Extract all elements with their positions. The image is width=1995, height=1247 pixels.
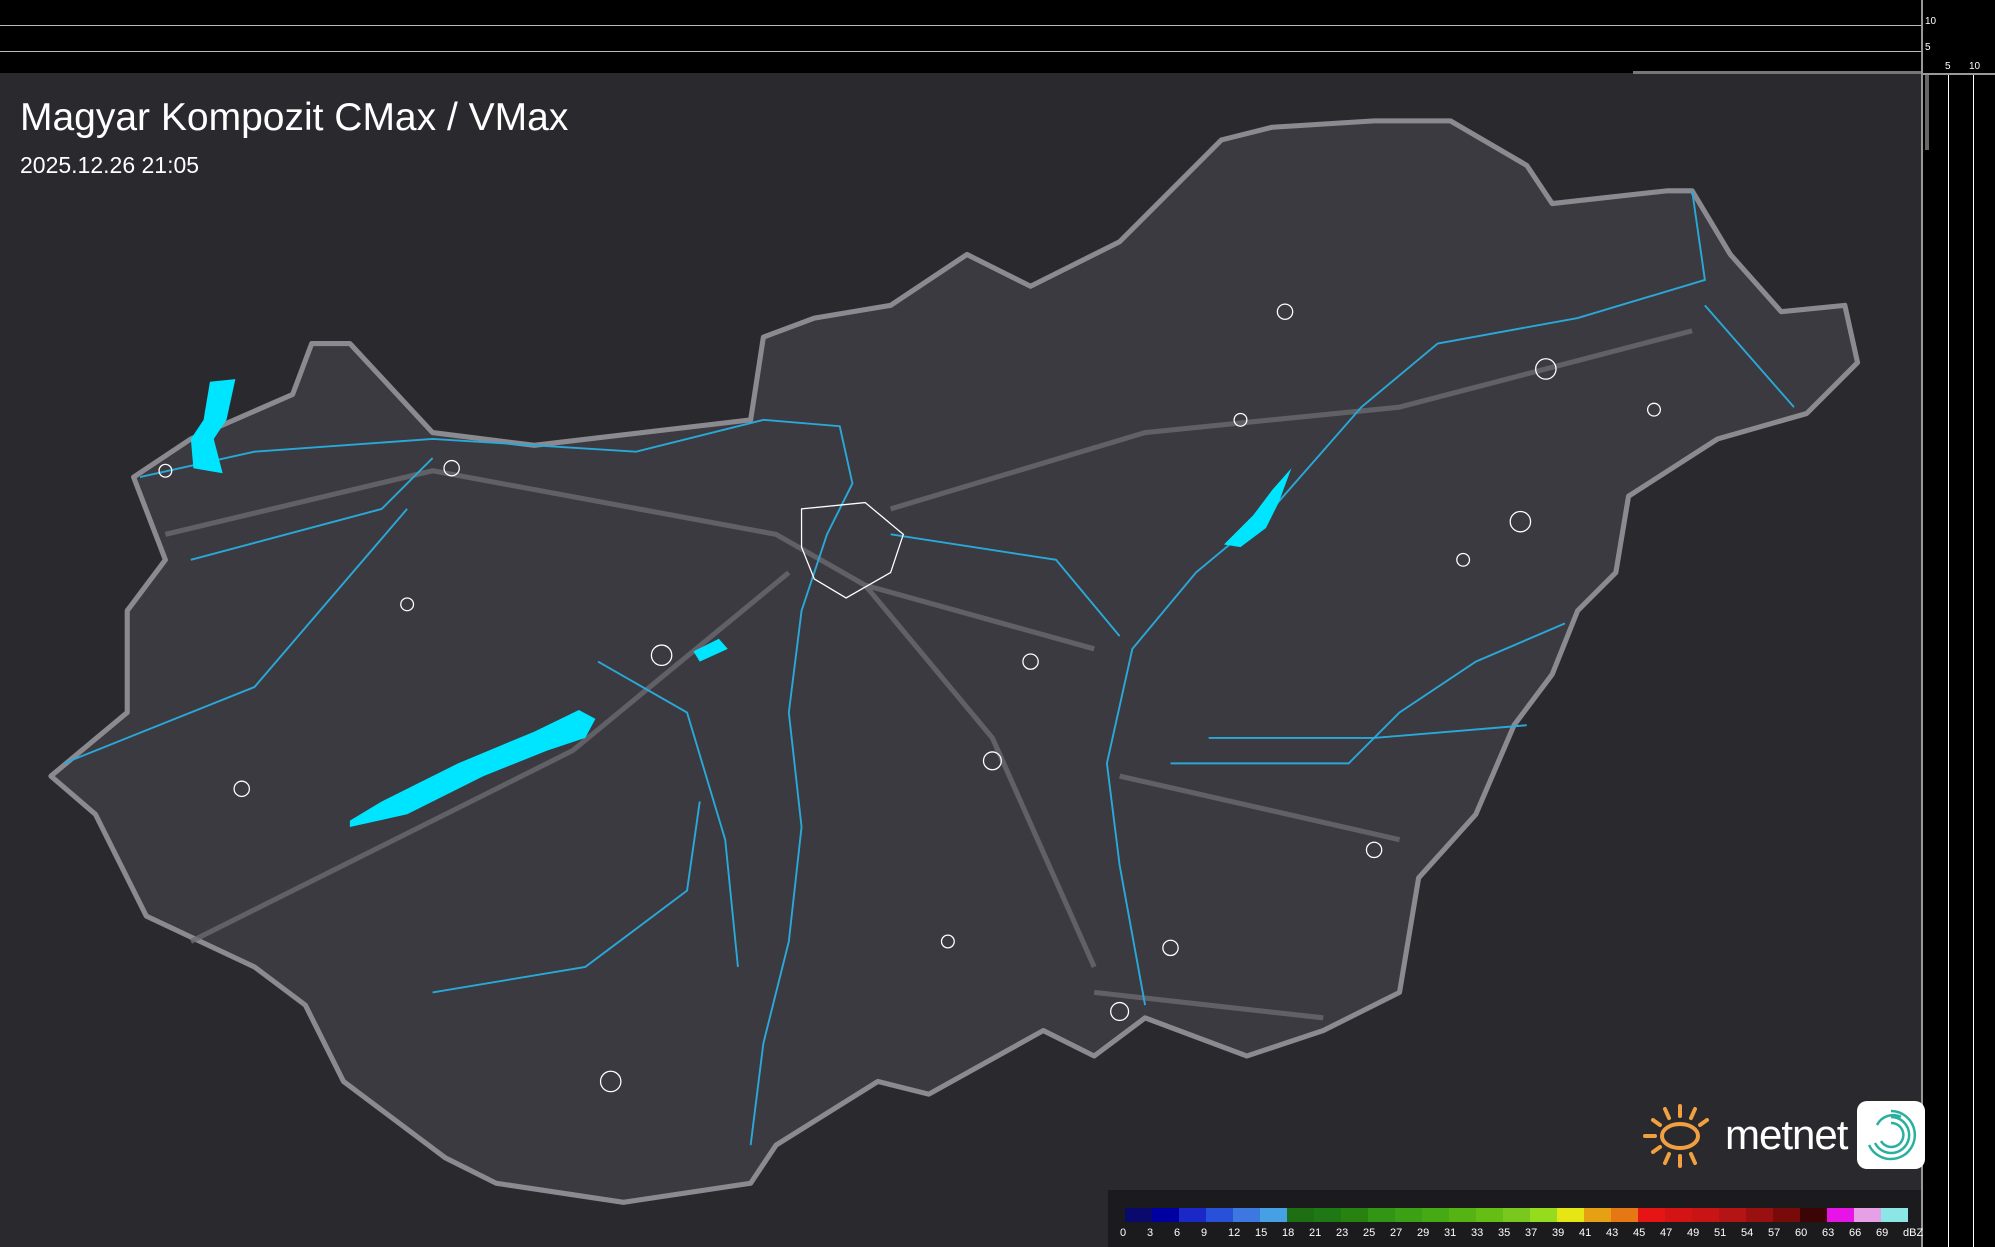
towns: [158, 303, 1661, 1093]
roads: [164, 328, 1693, 1021]
legend-label: 39: [1552, 1227, 1565, 1239]
legend-labels: 0 3 6 9 12 15 18 21 23 25 27 29 31 33 35 37 39 41 43 45 47 49…: [1120, 1227, 1923, 1239]
dbz-color-legend: 0 3 6 9 12 15 18 21 23 25 27 29 31 33 35 37 39 41 43 45 47 49…: [1108, 1190, 1923, 1247]
legend-label: 57: [1768, 1227, 1781, 1239]
legend-swatch: [1692, 1208, 1719, 1222]
scale-label: 10: [1969, 61, 1981, 72]
legend-swatch: [1422, 1208, 1449, 1222]
legend-swatch: [1233, 1208, 1260, 1222]
legend-swatch: [1638, 1208, 1665, 1222]
legend-swatch: [1368, 1208, 1395, 1222]
map-timestamp: 2025.12.26 21:05: [20, 152, 200, 178]
legend-label: 60: [1795, 1227, 1808, 1239]
legend-label: 0: [1120, 1227, 1127, 1239]
legend-label: 45: [1633, 1227, 1646, 1239]
danube-river: [139, 418, 854, 1146]
legend-swatch: [1530, 1208, 1557, 1222]
legend-swatch: [1827, 1208, 1854, 1222]
legend-label: 37: [1525, 1227, 1538, 1239]
scale-label: 10: [1925, 16, 1937, 27]
legend-swatch: [1611, 1208, 1638, 1222]
legend-swatch: [1746, 1208, 1773, 1222]
scale-line: [1948, 75, 1949, 1247]
legend-label: 25: [1363, 1227, 1376, 1239]
scale-line-base: [1633, 71, 1921, 74]
legend-swatch: [1206, 1208, 1233, 1222]
logo-text: metnet: [1725, 1111, 1848, 1158]
legend-label: 51: [1714, 1227, 1727, 1239]
legend-unit: dBZ: [1903, 1227, 1924, 1239]
legend-swatch: [1719, 1208, 1746, 1222]
legend-swatch: [1314, 1208, 1341, 1222]
scale-line-10: [0, 25, 1921, 26]
lake-velence: [693, 638, 728, 662]
legend-label: 23: [1336, 1227, 1349, 1239]
legend-label: 49: [1687, 1227, 1700, 1239]
map-title: Magyar Kompozit CMax / VMax: [20, 96, 569, 139]
right-scale-bar: 10 5 5 10: [1921, 0, 1995, 1247]
legend-label: 66: [1849, 1227, 1862, 1239]
lake-balaton: [349, 709, 596, 827]
scale-line: [1973, 75, 1974, 1247]
legend-label: 31: [1444, 1227, 1457, 1239]
legend-swatch: [1584, 1208, 1611, 1222]
legend-label: 54: [1741, 1227, 1754, 1239]
scale-label: 5: [1945, 61, 1951, 72]
legend-label: 35: [1498, 1227, 1511, 1239]
scale-line: [1923, 73, 1995, 75]
legend-swatch: [1260, 1208, 1287, 1222]
lake-neusiedl: [190, 379, 236, 474]
legend-label: 43: [1606, 1227, 1619, 1239]
legend-swatch: [1854, 1208, 1881, 1222]
scale-line: [1925, 75, 1929, 150]
legend-swatch: [1773, 1208, 1800, 1222]
legend-label: 21: [1309, 1227, 1322, 1239]
legend-label: 27: [1390, 1227, 1403, 1239]
legend-label: 41: [1579, 1227, 1592, 1239]
top-scale-bar: [0, 0, 1995, 74]
scale-line-5: [0, 51, 1921, 52]
budapest-outline: [800, 501, 905, 599]
legend-swatch: [1503, 1208, 1530, 1222]
legend-label: 9: [1201, 1227, 1208, 1239]
legend-label: 18: [1282, 1227, 1295, 1239]
legend-swatch: [1476, 1208, 1503, 1222]
legend-swatch: [1152, 1208, 1179, 1222]
metnet-logo: metnet: [1635, 1100, 1926, 1170]
legend-swatch: [1557, 1208, 1584, 1222]
lakes: [190, 379, 1292, 827]
lake-tisza: [1223, 468, 1292, 548]
legend-swatch: [1125, 1208, 1152, 1222]
legend-swatch: [1665, 1208, 1692, 1222]
legend-swatch: [1287, 1208, 1314, 1222]
hungary-map: [48, 118, 1861, 1205]
legend-swatch: [1449, 1208, 1476, 1222]
legend-swatch: [1800, 1208, 1827, 1222]
legend-label: 3: [1147, 1227, 1154, 1239]
legend-label: 69: [1876, 1227, 1889, 1239]
scale-label: 5: [1925, 42, 1931, 53]
country-outline: [48, 118, 1861, 1205]
legend-label: 12: [1228, 1227, 1241, 1239]
legend-label: 15: [1255, 1227, 1268, 1239]
sun-icon: [1643, 1104, 1709, 1168]
legend-swatches: [1125, 1208, 1908, 1222]
legend-label: 63: [1822, 1227, 1835, 1239]
legend-swatch: [1341, 1208, 1368, 1222]
legend-label: 33: [1471, 1227, 1484, 1239]
legend-swatch: [1881, 1208, 1908, 1222]
swirl-icon: [1857, 1101, 1926, 1169]
legend-label: 47: [1660, 1227, 1673, 1239]
legend-swatch: [1179, 1208, 1206, 1222]
legend-label: 6: [1174, 1227, 1181, 1239]
legend-swatch: [1395, 1208, 1422, 1222]
legend-label: 29: [1417, 1227, 1430, 1239]
